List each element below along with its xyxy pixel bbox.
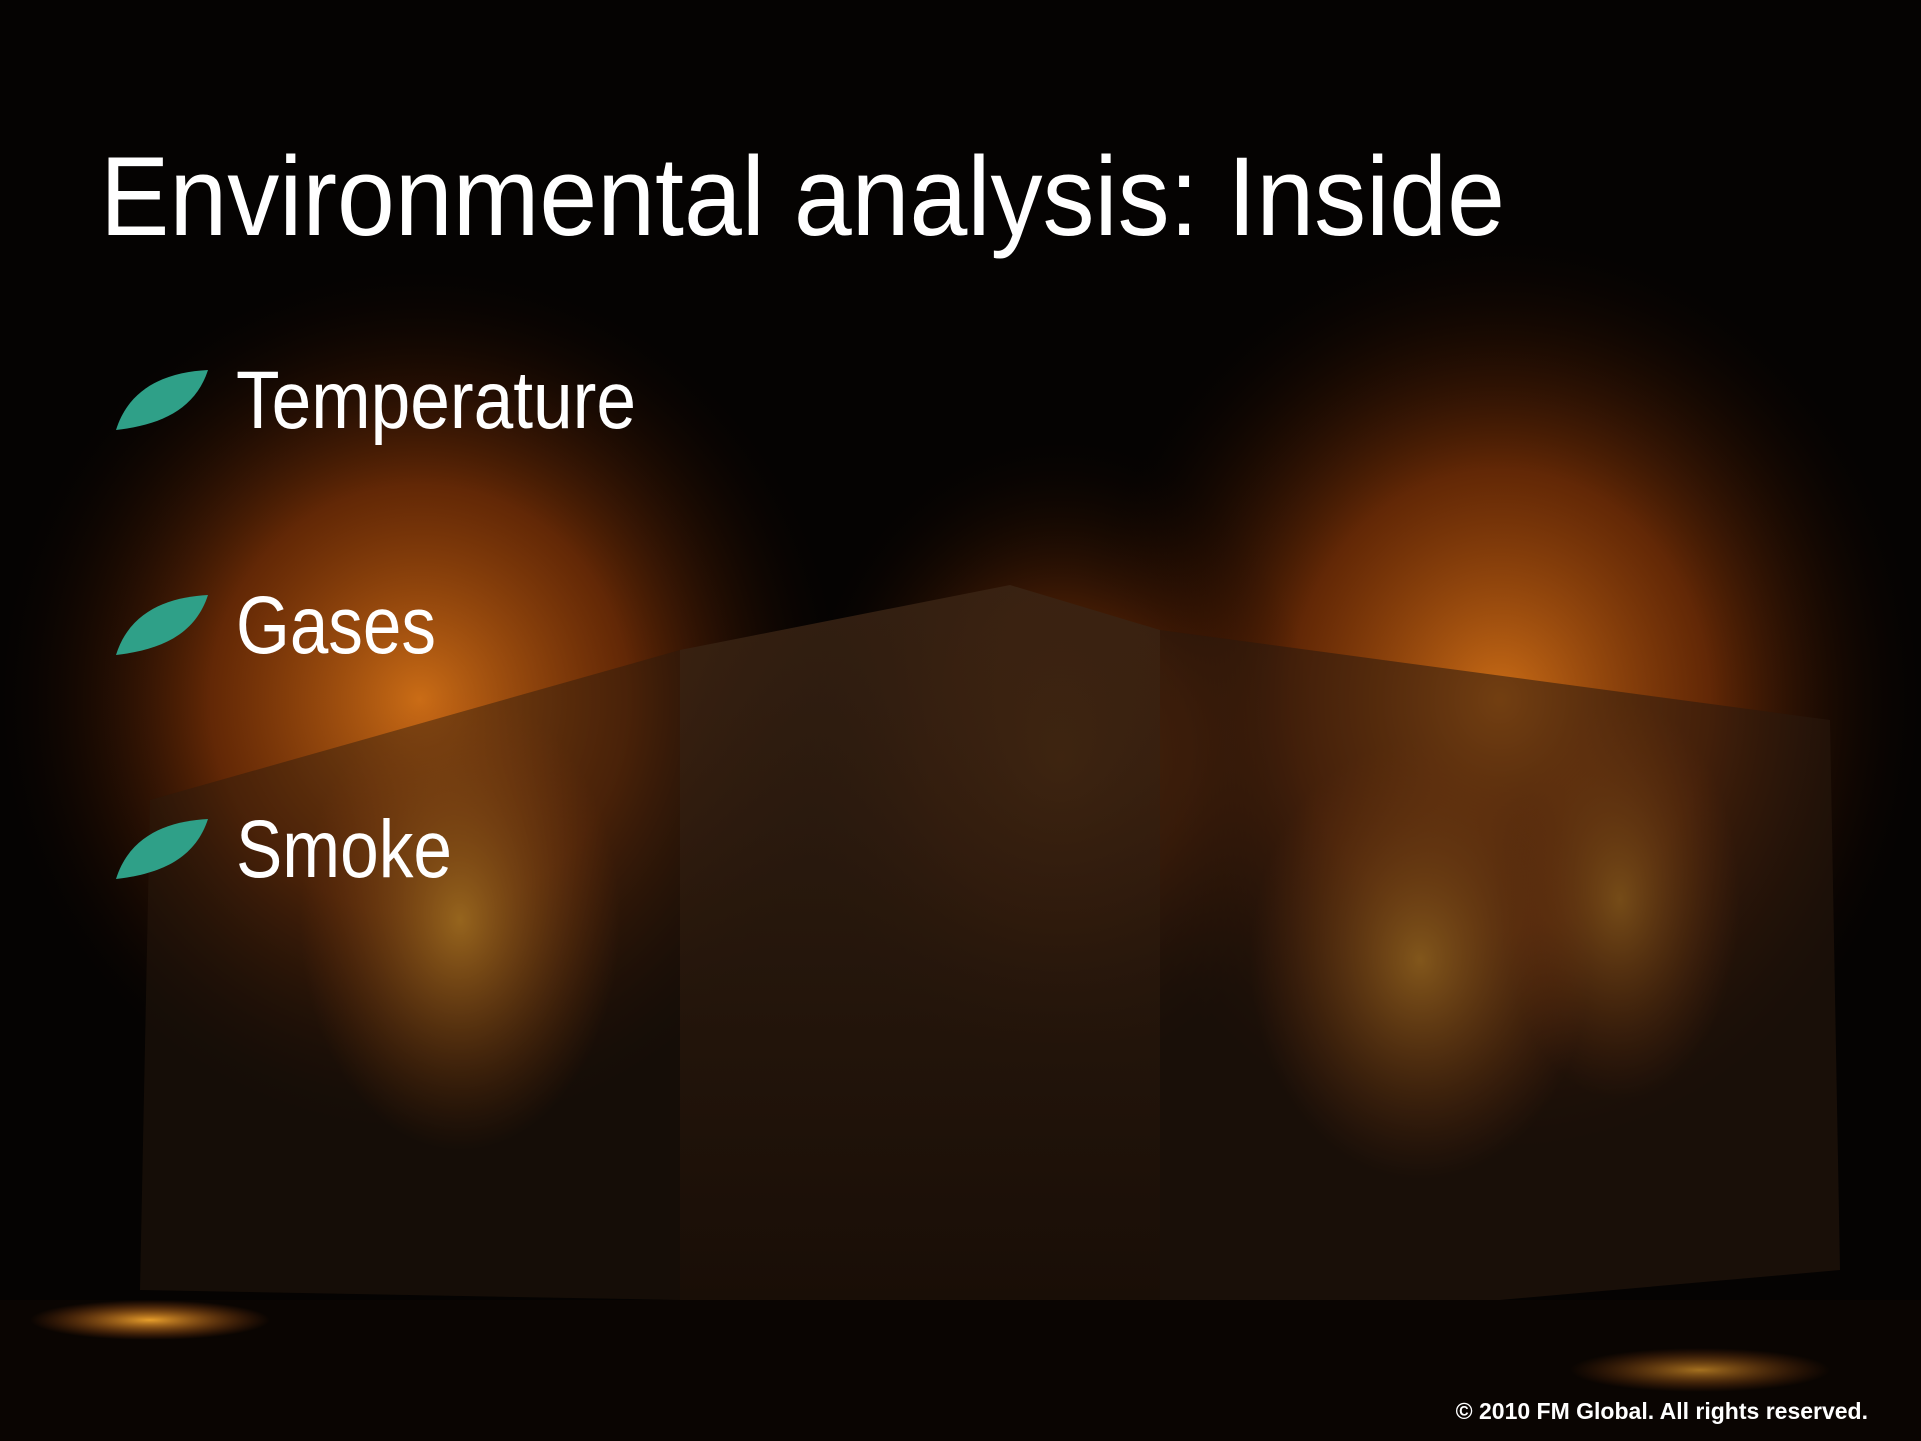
bullet-text: Smoke	[236, 804, 452, 895]
bullet-text: Gases	[236, 580, 436, 671]
bullet-text: Temperature	[236, 355, 636, 446]
footer-copyright: © 2010 FM Global. All rights reserved.	[1456, 1398, 1868, 1424]
slide-title: Environmental analysis: Inside	[100, 134, 1505, 259]
slide: Environmental analysis: Inside Temperatu…	[0, 0, 1921, 1441]
